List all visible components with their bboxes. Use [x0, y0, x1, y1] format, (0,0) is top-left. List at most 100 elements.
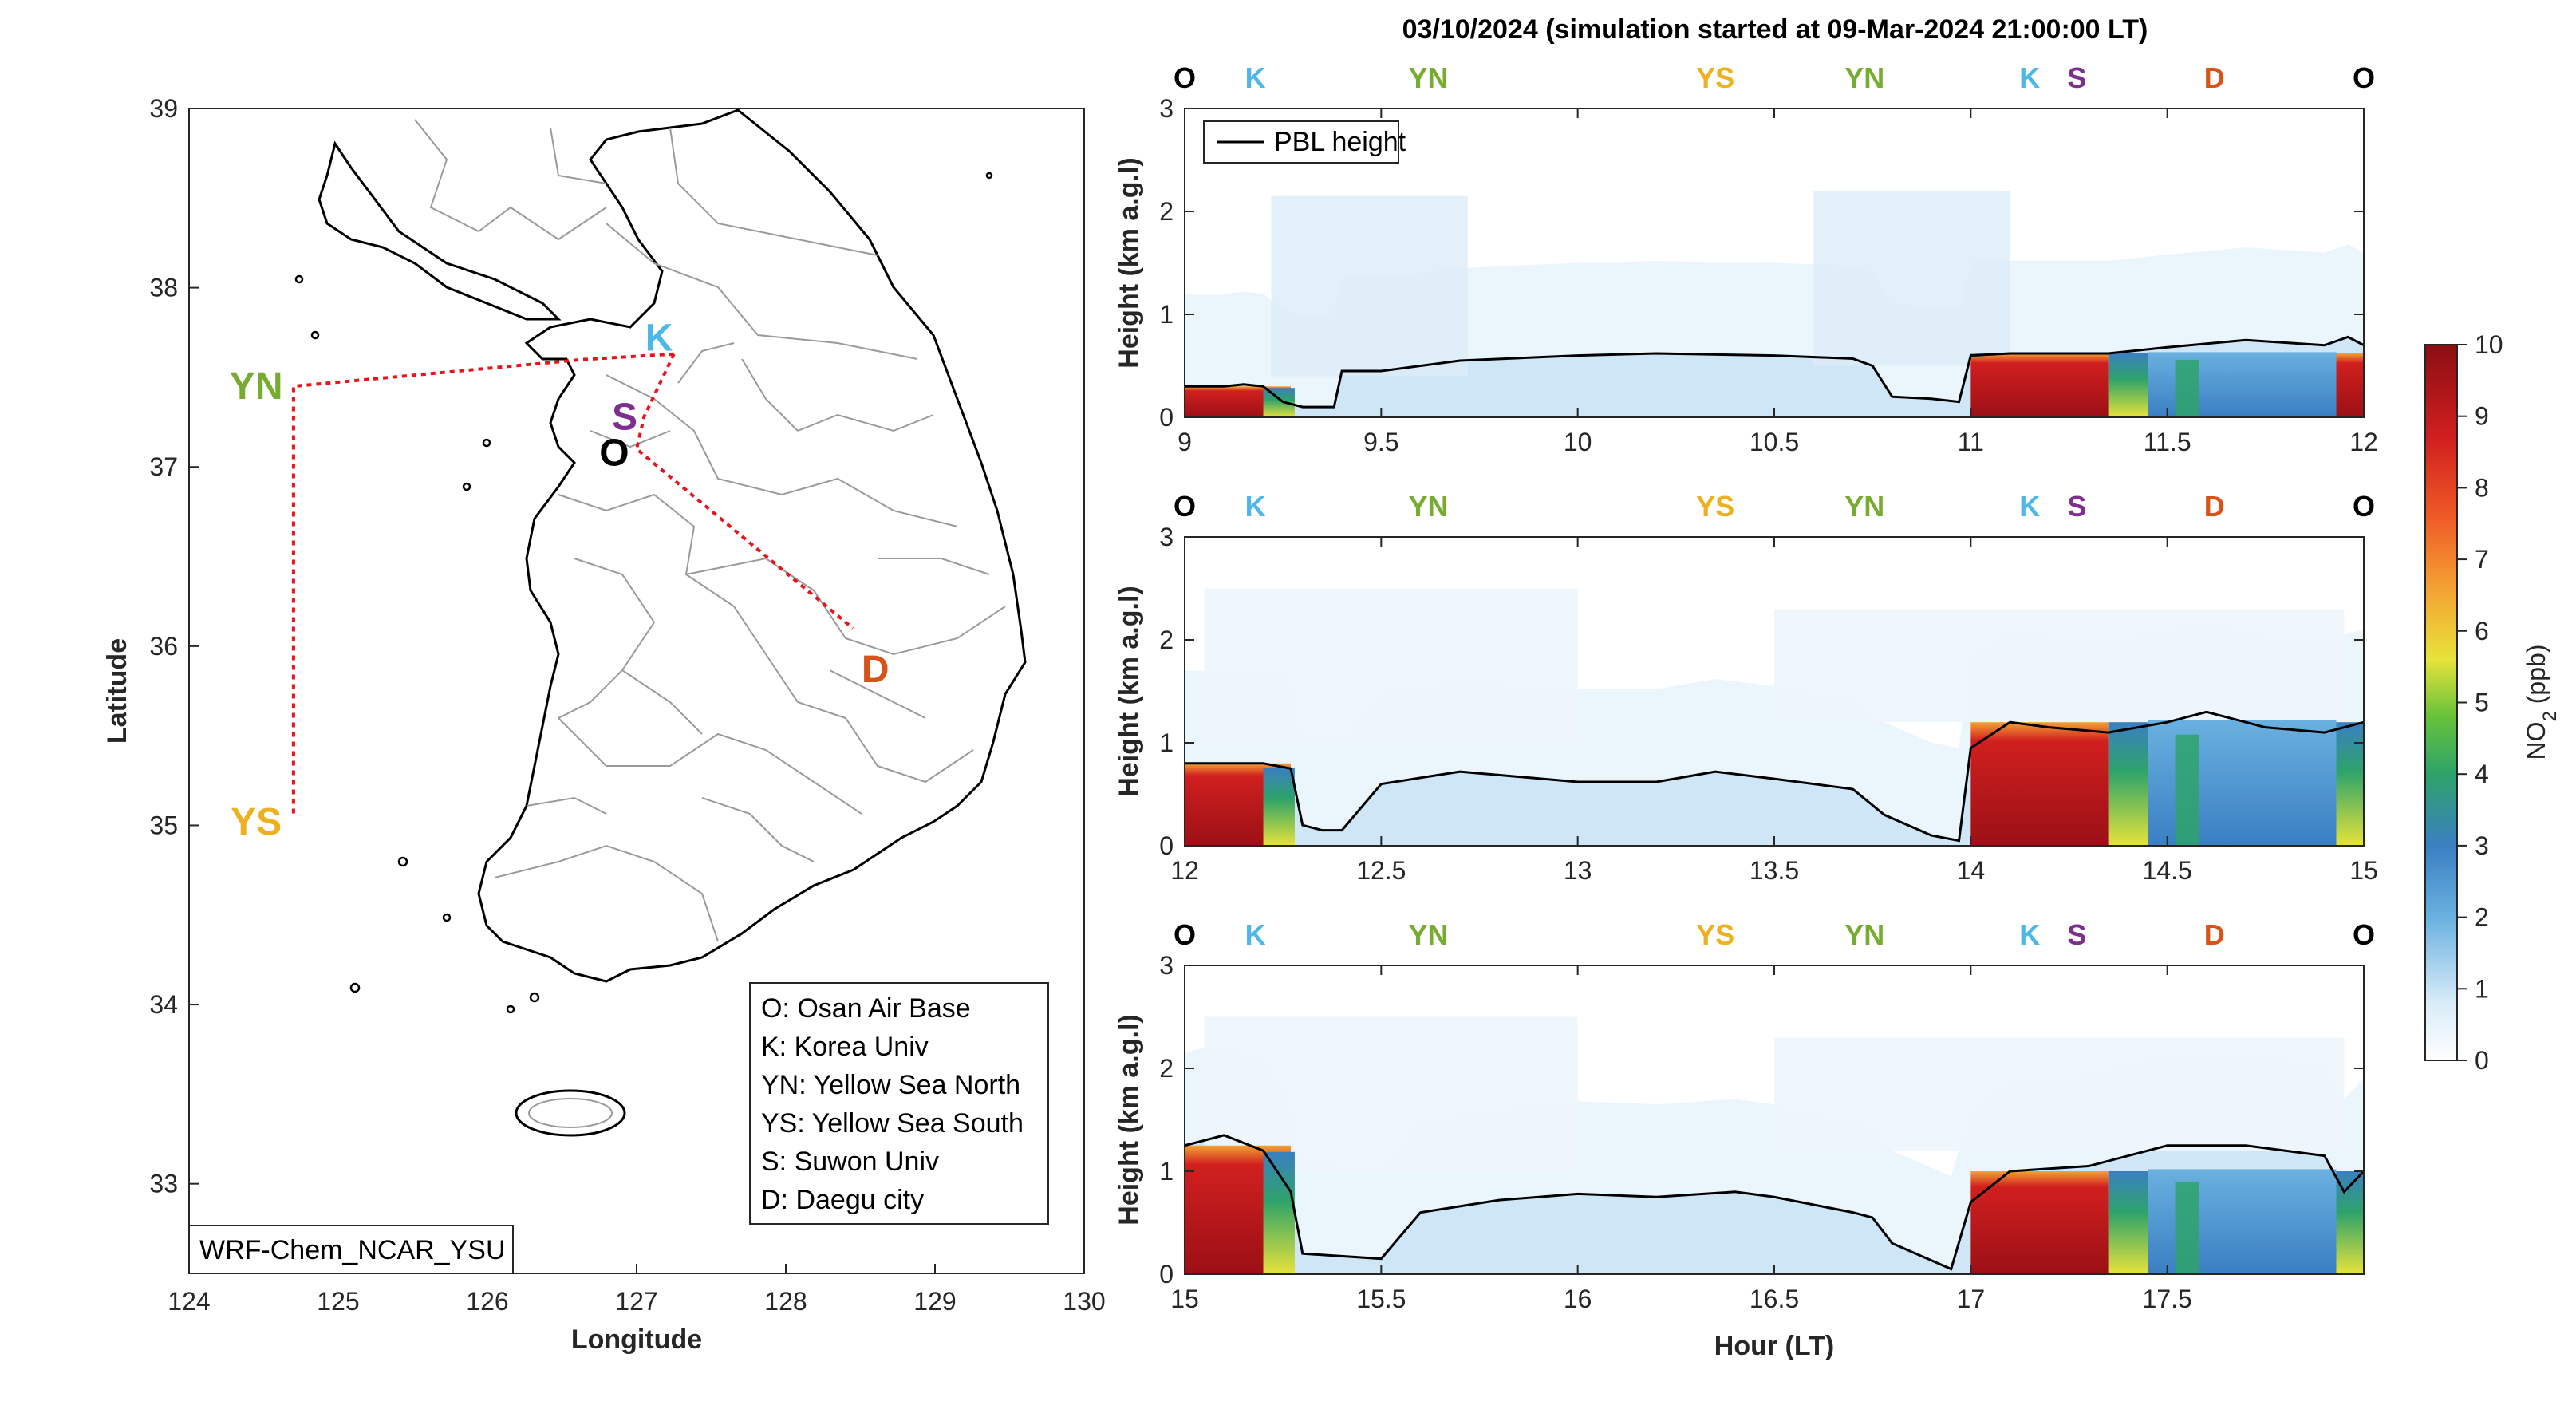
map-label-s: S [612, 396, 637, 438]
site-marker-d: D [2204, 61, 2225, 94]
colorbar-tick-label: 7 [2475, 545, 2489, 574]
panel3-xlabel: Hour (LT) [1714, 1331, 1834, 1361]
panel-xtick-label: 14.5 [2143, 856, 2192, 885]
map-xlabel: Longitude [571, 1324, 702, 1355]
map-xtick-label: 129 [913, 1287, 956, 1316]
no2-plume-stripe [2175, 360, 2199, 417]
site-marker-k: K [1245, 918, 1266, 951]
map-xtick-label: 128 [764, 1287, 807, 1316]
site-marker-k: K [2019, 61, 2040, 94]
site-marker-ys: YS [1696, 918, 1734, 951]
map-label-yn: YN [230, 365, 283, 408]
no2-plume-edge [1263, 767, 1295, 846]
colorbar-tick-label: 2 [2475, 903, 2489, 932]
panel-xtick-label: 11.5 [2144, 428, 2191, 456]
no2-plume-end [2336, 353, 2364, 417]
no2-upper-patch [1813, 191, 2010, 366]
map-xtick-label: 127 [615, 1287, 657, 1316]
no2-plume-transition [2108, 722, 2148, 846]
site-marker-o: O [2353, 61, 2375, 94]
map-xtick-label: 130 [1063, 1287, 1105, 1316]
map-ytick-label: 37 [149, 452, 178, 481]
route-path-yellow-sea [291, 352, 674, 817]
site-marker-yn: YN [1844, 61, 1884, 94]
panel-xtick-label: 16.5 [1750, 1285, 1799, 1313]
site-marker-ys: YS [1696, 61, 1734, 94]
model-label: WRF-Chem_NCAR_YSU [199, 1235, 506, 1265]
site-marker-s: S [2067, 918, 2086, 951]
pbl-height-line [1185, 710, 2365, 843]
panel-xtick-label: 10.5 [1750, 428, 1799, 456]
panel-xtick-label: 15 [2349, 856, 2378, 885]
pbl-legend-label: PBL height [1274, 127, 1406, 157]
site-marker-d: D [2204, 490, 2225, 523]
site-marker-s: S [2067, 490, 2086, 523]
legend-item: K: Korea Univ [761, 1032, 929, 1062]
north-coastline [318, 140, 562, 321]
colorbar-label-main: NO [2522, 721, 2550, 760]
map-label-o: O [599, 432, 629, 474]
panel-xtick-label: 12 [1170, 856, 1199, 885]
route-path-daegu [634, 353, 854, 630]
panel-ytick-label: 2 [1159, 1054, 1174, 1083]
site-marker-o: O [2353, 490, 2375, 523]
panel-ytick-label: 2 [1159, 626, 1174, 654]
site-marker-k: K [2019, 918, 2040, 951]
panel-ytick-label: 1 [1159, 728, 1174, 757]
site-marker-s: S [2067, 61, 2086, 94]
no2-plume-end [2336, 1171, 2364, 1274]
legend-item: D: Daegu city [761, 1185, 924, 1215]
jeju-island [515, 1089, 626, 1137]
no2-upper-patch [1204, 588, 1578, 743]
no2-plume-end [2336, 722, 2364, 846]
panel-xtick-label: 11 [1958, 428, 1984, 456]
model-label-box [188, 1225, 514, 1274]
site-marker-o: O [1174, 490, 1196, 523]
map-panel: K S O D YN YS 124 125 126 127 128 129 130 33 34 3… [102, 94, 1106, 1355]
panel-xtick-label: 14 [1957, 856, 1986, 885]
panel-xtick-label: 13 [1564, 856, 1592, 885]
site-marker-k: K [1245, 61, 1266, 94]
legend-item: S: Suwon Univ [761, 1147, 939, 1177]
map-xtick-label: 126 [466, 1287, 508, 1316]
map-ytick-label: 36 [149, 632, 178, 661]
no2-upper-patch [1774, 1037, 2345, 1151]
map-ytick-label: 33 [149, 1170, 178, 1198]
panel-ytick-label: 3 [1159, 951, 1174, 980]
colorbar-tick-label: 9 [2475, 402, 2489, 431]
panel-xtick-label: 9 [1178, 428, 1192, 456]
colorbar-tick-label: 3 [2475, 831, 2489, 860]
colorbar-tick-label: 0 [2475, 1046, 2489, 1075]
no2-plume-transition [2108, 1171, 2148, 1274]
legend-item: O: Osan Air Base [761, 993, 971, 1024]
colorbar-ticks: 0 1 2 3 4 5 6 7 8 9 10 [2457, 330, 2503, 1075]
site-marker-yn: YN [1408, 918, 1448, 951]
pbl-height-line [1184, 1134, 2365, 1271]
map-ytick-label: 39 [149, 94, 178, 123]
panel-xtick-label: 12 [2349, 428, 2378, 456]
legend-item: YS: Yellow Sea South [761, 1108, 1024, 1139]
map-label-k: K [645, 318, 673, 360]
site-marker-yn: YN [1408, 490, 1448, 523]
no2-plume-seoul [1970, 1171, 2109, 1274]
panel-xtick-label: 12.5 [1356, 856, 1406, 885]
map-xtick-label: 125 [317, 1287, 359, 1316]
panel-ylabel: Height (km a.g.l) [1114, 157, 1144, 368]
map-legend-box [749, 982, 1049, 1225]
site-marker-o: O [2353, 918, 2375, 951]
panel-ytick-label: 0 [1159, 1260, 1174, 1289]
no2-plume-stripe [2175, 1181, 2199, 1274]
colorbar-tick-label: 10 [2475, 330, 2503, 359]
colorbar-tick-label: 6 [2475, 617, 2489, 645]
colorbar-gradient [2424, 344, 2458, 1061]
map-ylabel: Latitude [102, 638, 132, 744]
panel-ytick-label: 1 [1159, 300, 1174, 329]
map-label-ys: YS [231, 801, 282, 843]
jeju-inner [528, 1098, 613, 1128]
colorbar-label-sub: 2 [2539, 711, 2561, 721]
site-marker-o: O [1174, 61, 1196, 94]
